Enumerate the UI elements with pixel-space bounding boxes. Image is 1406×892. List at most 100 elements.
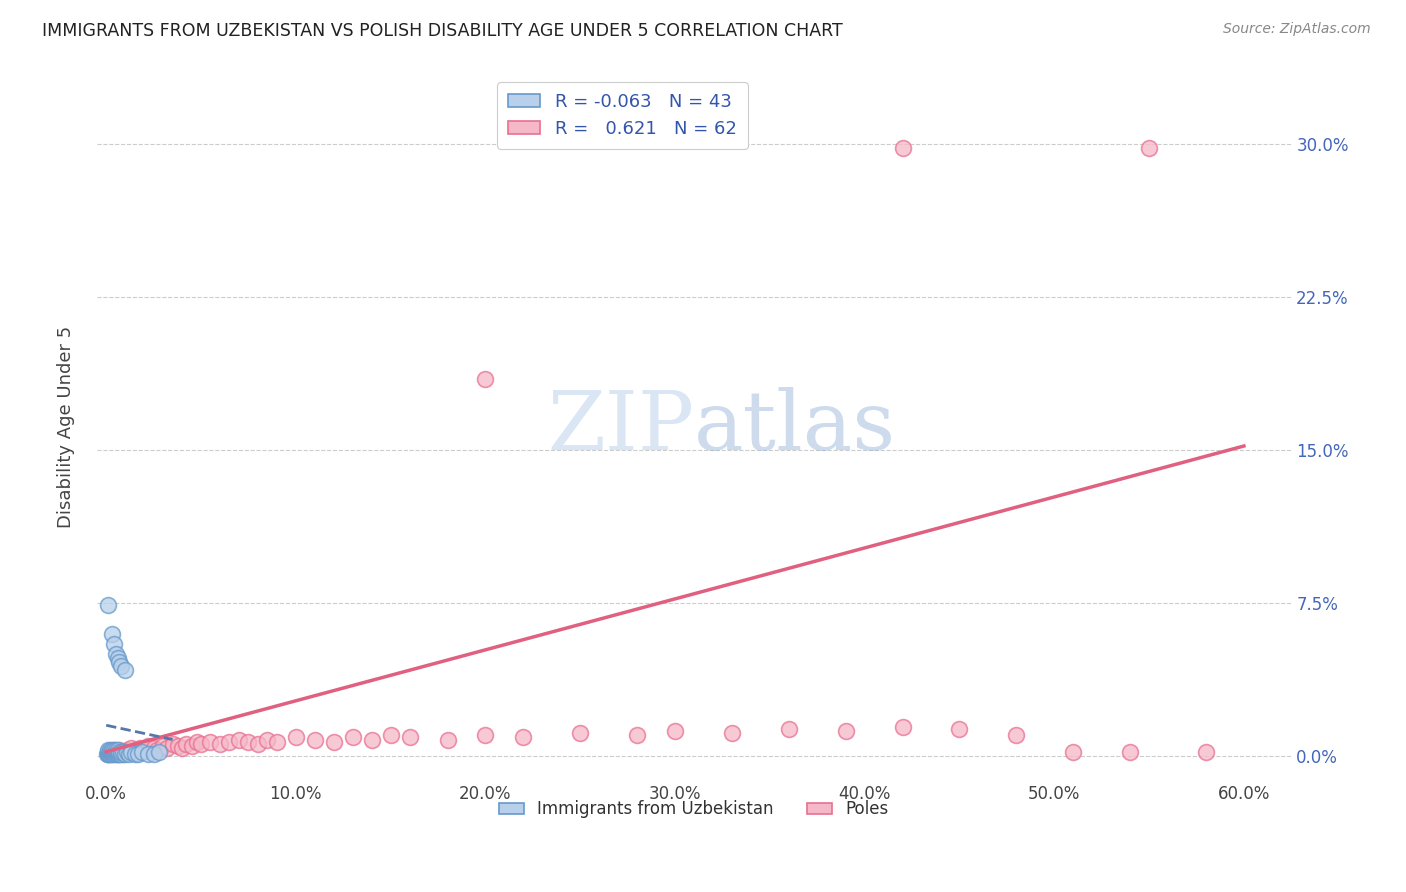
Point xyxy=(96,747,118,761)
Point xyxy=(97,747,120,761)
Point xyxy=(167,739,190,753)
Point xyxy=(114,747,136,761)
Point xyxy=(97,745,120,759)
Point xyxy=(120,745,142,759)
Point xyxy=(218,734,240,748)
Point xyxy=(98,745,121,759)
Point xyxy=(626,729,648,743)
Point xyxy=(1062,745,1084,759)
Point xyxy=(891,141,914,155)
Point xyxy=(436,732,458,747)
Text: ZIP: ZIP xyxy=(547,386,695,467)
Point xyxy=(208,737,231,751)
Point xyxy=(110,745,132,759)
Point xyxy=(110,747,132,761)
Point xyxy=(398,731,420,745)
Point xyxy=(170,740,193,755)
Point xyxy=(721,726,744,740)
Point xyxy=(110,659,132,673)
Point xyxy=(101,626,124,640)
Point xyxy=(474,372,496,386)
Point xyxy=(360,732,382,747)
Point xyxy=(108,747,131,761)
Point xyxy=(101,747,124,761)
Point xyxy=(156,740,179,755)
Point xyxy=(142,747,165,761)
Y-axis label: Disability Age Under 5: Disability Age Under 5 xyxy=(58,326,75,528)
Point xyxy=(104,647,127,661)
Point xyxy=(97,598,120,612)
Point xyxy=(101,745,124,759)
Point xyxy=(190,737,212,751)
Point xyxy=(107,747,129,761)
Point xyxy=(98,747,121,761)
Point xyxy=(115,745,138,759)
Point xyxy=(100,745,122,759)
Point xyxy=(124,747,146,761)
Point xyxy=(127,747,149,761)
Point xyxy=(120,740,142,755)
Point xyxy=(136,739,159,753)
Point xyxy=(146,742,169,756)
Point xyxy=(186,734,208,748)
Point xyxy=(131,745,153,759)
Point xyxy=(152,739,174,753)
Point xyxy=(322,734,344,748)
Point xyxy=(474,729,496,743)
Point xyxy=(380,729,402,743)
Point xyxy=(136,747,159,761)
Point xyxy=(112,745,135,759)
Legend: Immigrants from Uzbekistan, Poles: Immigrants from Uzbekistan, Poles xyxy=(492,794,896,825)
Point xyxy=(112,747,135,761)
Point xyxy=(118,745,141,759)
Point xyxy=(101,747,124,761)
Point xyxy=(142,740,165,755)
Text: Source: ZipAtlas.com: Source: ZipAtlas.com xyxy=(1223,22,1371,37)
Point xyxy=(104,742,127,756)
Point xyxy=(107,651,129,665)
Point xyxy=(569,726,592,740)
Point xyxy=(110,745,132,759)
Point xyxy=(132,742,155,756)
Point xyxy=(174,737,197,751)
Point xyxy=(1119,745,1142,759)
Point xyxy=(342,731,364,745)
Point xyxy=(115,742,138,756)
Point xyxy=(103,745,125,759)
Point xyxy=(125,745,148,759)
Point xyxy=(129,740,152,755)
Point xyxy=(266,734,288,748)
Point xyxy=(228,732,250,747)
Point xyxy=(200,734,222,748)
Point xyxy=(97,742,120,756)
Point xyxy=(148,745,170,759)
Point xyxy=(118,747,141,761)
Point xyxy=(512,731,534,745)
Text: IMMIGRANTS FROM UZBEKISTAN VS POLISH DISABILITY AGE UNDER 5 CORRELATION CHART: IMMIGRANTS FROM UZBEKISTAN VS POLISH DIS… xyxy=(42,22,844,40)
Point xyxy=(98,742,121,756)
Point xyxy=(835,724,858,739)
Point xyxy=(256,732,278,747)
Point xyxy=(97,747,120,761)
Point xyxy=(114,663,136,677)
Point xyxy=(778,723,800,737)
Point xyxy=(101,742,124,756)
Point xyxy=(114,745,136,759)
Point xyxy=(124,742,146,756)
Point xyxy=(108,655,131,669)
Point xyxy=(98,747,121,761)
Point xyxy=(246,737,269,751)
Point xyxy=(107,747,129,761)
Point xyxy=(107,742,129,756)
Point xyxy=(104,745,127,759)
Point xyxy=(1005,729,1028,743)
Point xyxy=(1195,745,1218,759)
Text: atlas: atlas xyxy=(695,386,896,467)
Point xyxy=(103,637,125,651)
Point xyxy=(103,747,125,761)
Point xyxy=(108,742,131,756)
Point xyxy=(162,737,184,751)
Point xyxy=(98,745,121,759)
Point xyxy=(1137,141,1160,155)
Point xyxy=(664,724,686,739)
